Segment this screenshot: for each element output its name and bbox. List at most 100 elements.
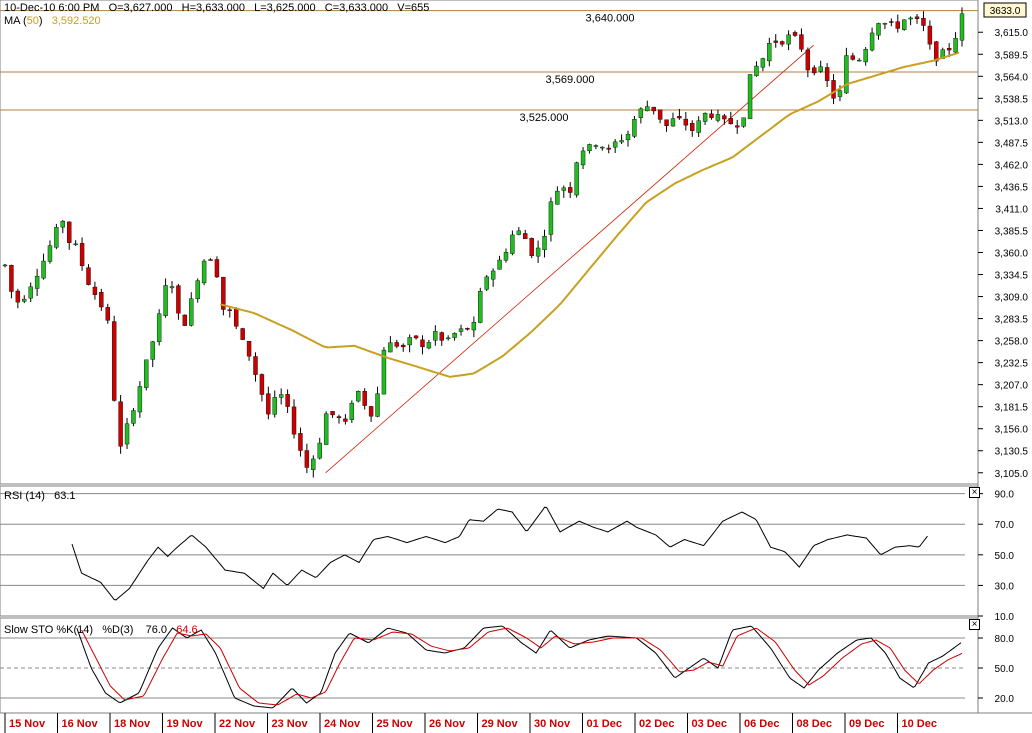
candle-body: [901, 19, 907, 30]
date-label: 18 Nov: [114, 718, 151, 730]
candle-body: [426, 342, 432, 349]
sto-d-value: 64.6: [176, 624, 198, 636]
candle-body: [516, 230, 522, 235]
price-tick-label: 3,181.5: [995, 403, 1029, 414]
rsi-tick-label: 50.0: [995, 551, 1015, 562]
candle-body: [869, 32, 875, 51]
date-label: 29 Nov: [482, 718, 519, 730]
candle-body: [767, 43, 772, 62]
date-label: 06 Dec: [744, 718, 779, 730]
candle-body: [388, 342, 393, 353]
candle-body: [792, 32, 798, 36]
candle-body: [914, 16, 920, 19]
candle-body: [92, 286, 98, 295]
horizontal-line-label-1: 3,569.000: [546, 74, 595, 86]
date-label: 02 Dec: [639, 718, 674, 730]
candle-body: [401, 344, 406, 348]
candle-body: [47, 245, 53, 262]
candle-body: [638, 108, 644, 119]
candle-body: [709, 113, 714, 119]
candle-body: [407, 337, 412, 346]
rsi-tick-label: 70.0: [995, 520, 1015, 531]
candle-body: [73, 243, 78, 246]
rsi-label: RSI (14): [4, 490, 45, 502]
candle-body: [568, 187, 573, 193]
candle-body: [812, 67, 817, 74]
candle-body: [580, 150, 586, 166]
candle-body: [625, 134, 631, 141]
date-label: 10 Dec: [902, 718, 937, 730]
price-tick-label: 3,589.5: [995, 50, 1029, 61]
candle-body: [420, 339, 425, 348]
price-tick-label: 3,487.5: [995, 138, 1029, 149]
candle-body: [99, 292, 104, 308]
date-label: 01 Dec: [587, 718, 622, 730]
candle-body: [882, 23, 888, 25]
candle-body: [86, 267, 91, 285]
candle-body: [150, 341, 155, 360]
date-label: 15 Nov: [9, 718, 46, 730]
price-tick-label: 3,309.0: [995, 293, 1029, 304]
candle-body: [156, 313, 162, 343]
candle-body: [510, 234, 515, 254]
rsi-close-button[interactable]: ×: [969, 487, 980, 498]
candle-body: [760, 58, 766, 68]
date-label: 19 Nov: [167, 718, 204, 730]
trendline: [325, 44, 814, 474]
candle-body: [176, 285, 181, 314]
candle-body: [529, 238, 534, 257]
candle-body: [445, 337, 451, 340]
candle-body: [831, 80, 836, 99]
candle-body: [118, 401, 123, 447]
price-tick-label: 3,232.5: [995, 359, 1029, 370]
candle-body: [715, 114, 721, 121]
candle-body: [779, 41, 785, 45]
candle-body: [214, 259, 220, 278]
candle-body: [253, 356, 258, 375]
candle-body: [375, 393, 380, 417]
header-high: H=3,633.000: [181, 2, 245, 14]
price-tick-label: 3,258.0: [995, 337, 1029, 348]
candle-body: [555, 190, 560, 205]
candle-body: [266, 393, 271, 415]
candle-body: [535, 247, 541, 257]
header-close: C=3,633.000: [324, 2, 389, 14]
candle-body: [619, 140, 624, 143]
candle-body: [959, 13, 965, 41]
candle-body: [702, 112, 708, 122]
candle-body: [889, 21, 894, 23]
rsi-tick-label: 90.0: [995, 490, 1015, 501]
candle-body: [587, 144, 592, 152]
candle-body: [799, 34, 804, 50]
candle-body: [298, 433, 303, 451]
candle-body: [946, 48, 952, 51]
candle-body: [137, 386, 143, 413]
candle-body: [895, 21, 900, 29]
candle-body: [593, 145, 599, 147]
moving-average-line: [220, 51, 960, 378]
date-label: 24 Nov: [324, 718, 361, 730]
sto-legend: Slow STO %K(14) %D(3) 76.0 64.6: [4, 624, 198, 636]
candle-body: [144, 359, 149, 388]
candle-body: [278, 394, 284, 398]
candle-body: [9, 265, 14, 292]
price-tick-label: 3,411.0: [995, 204, 1028, 215]
candle-body: [362, 391, 367, 406]
price-tick-label: 3,513.0: [995, 116, 1029, 127]
candle-body: [330, 411, 335, 416]
candle-body: [606, 147, 611, 150]
candle-body: [741, 117, 746, 127]
candle-body: [818, 66, 823, 72]
candle-body: [786, 34, 791, 45]
ma-value: 3,592.520: [51, 15, 101, 27]
header-datetime: 10-Dec-10 6:00 PM: [4, 2, 100, 14]
candle-body: [683, 118, 689, 126]
sto-close-button[interactable]: ×: [969, 619, 980, 630]
candle-body: [304, 450, 310, 468]
candle-body: [850, 55, 856, 60]
sto-k-line: [76, 625, 962, 709]
candle-body: [291, 406, 297, 435]
candle-body: [490, 270, 496, 280]
candle-body: [208, 259, 213, 261]
sto-tick-label: 20.0: [995, 694, 1015, 705]
